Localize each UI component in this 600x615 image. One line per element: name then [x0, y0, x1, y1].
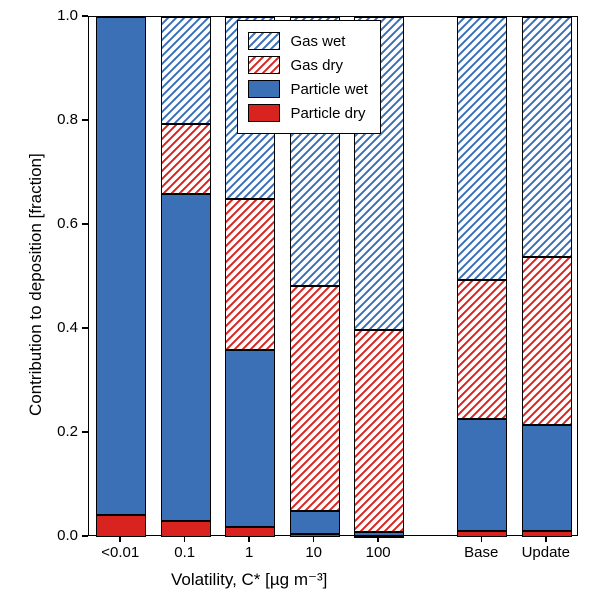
y-tick-mark — [82, 431, 88, 433]
bar-segment — [354, 532, 404, 536]
bar-segment — [96, 515, 146, 537]
x-tick-label: 100 — [338, 544, 418, 561]
bar-segment — [161, 17, 211, 124]
y-axis-title: Contribution to deposition [fraction] — [26, 153, 46, 416]
bar-segment — [290, 534, 340, 537]
legend-label: Gas dry — [290, 57, 343, 74]
legend-swatch — [248, 80, 280, 98]
y-tick-label: 0.6 — [57, 215, 78, 232]
legend-row: Gas dry — [248, 53, 368, 77]
bar-segment — [522, 17, 572, 257]
bar-segment — [96, 17, 146, 515]
x-tick-mark — [248, 536, 250, 542]
bar-segment — [457, 531, 507, 537]
bar-segment — [161, 521, 211, 537]
x-axis-title: Volatility, C* [µg m⁻³] — [149, 570, 349, 590]
bar-segment — [161, 124, 211, 194]
y-tick-label: 0.2 — [57, 423, 78, 440]
legend-row: Particle wet — [248, 77, 368, 101]
legend-row: Particle dry — [248, 101, 368, 125]
bar-segment — [354, 330, 404, 532]
bar-segment — [161, 194, 211, 521]
legend-label: Particle wet — [290, 81, 368, 98]
legend-row: Gas wet — [248, 29, 368, 53]
y-tick-mark — [82, 223, 88, 225]
bar-segment — [290, 511, 340, 534]
bar-segment — [522, 531, 572, 537]
x-tick-mark — [184, 536, 186, 542]
y-tick-label: 1.0 — [57, 7, 78, 24]
bar-segment — [457, 419, 507, 531]
legend-label: Particle dry — [290, 105, 365, 122]
y-tick-mark — [82, 15, 88, 17]
x-tick-mark — [481, 536, 483, 542]
x-tick-label: Update — [506, 544, 586, 561]
legend-swatch — [248, 32, 280, 50]
legend-label: Gas wet — [290, 33, 345, 50]
y-tick-label: 0.8 — [57, 111, 78, 128]
bar-segment — [457, 17, 507, 280]
legend: Gas wet Gas dry Particle wet Particle dry — [237, 20, 381, 134]
bar-segment — [225, 527, 275, 537]
bar-segment — [522, 257, 572, 425]
y-tick-mark — [82, 327, 88, 329]
x-tick-mark — [313, 536, 315, 542]
bar-segment — [522, 425, 572, 531]
x-tick-mark — [377, 536, 379, 542]
y-tick-label: 0.4 — [57, 319, 78, 336]
bar-segment — [457, 280, 507, 419]
bar-segment — [225, 199, 275, 350]
y-tick-mark — [82, 535, 88, 537]
bar-segment — [354, 536, 404, 538]
bar-segment — [225, 350, 275, 527]
bar-segment — [290, 286, 340, 511]
legend-swatch — [248, 104, 280, 122]
y-tick-label: 0.0 — [57, 527, 78, 544]
x-tick-mark — [119, 536, 121, 542]
y-tick-mark — [82, 119, 88, 121]
x-tick-mark — [545, 536, 547, 542]
legend-swatch — [248, 56, 280, 74]
